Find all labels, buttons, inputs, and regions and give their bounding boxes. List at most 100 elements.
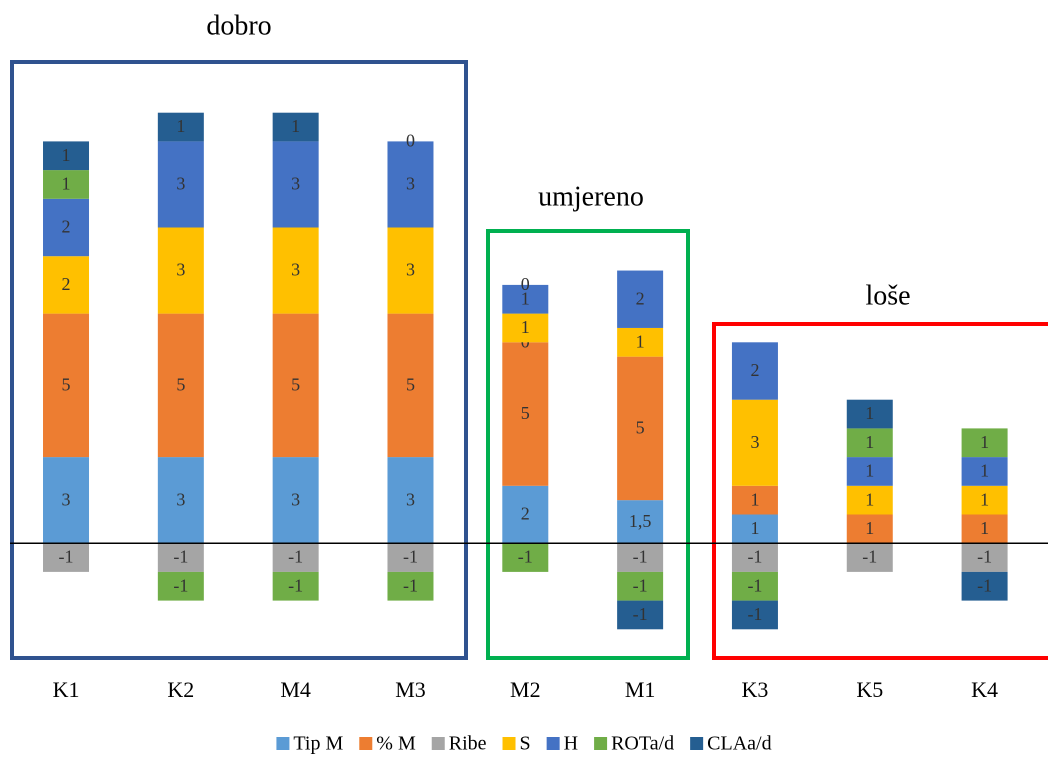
bar-segment xyxy=(43,313,90,458)
bar-segment xyxy=(961,428,1008,458)
value-label: 3 xyxy=(750,432,759,452)
value-label: 1 xyxy=(980,461,989,481)
value-label: 1 xyxy=(291,116,300,136)
bar-segment xyxy=(617,571,664,601)
legend-label: H xyxy=(564,733,578,755)
value-label: 3 xyxy=(291,260,300,280)
bar-segment xyxy=(846,485,893,515)
bar-segment xyxy=(502,543,549,572)
legend-swatch xyxy=(690,737,704,750)
bar-segment xyxy=(43,457,90,544)
value-label: 3 xyxy=(406,174,415,194)
value-label: 1 xyxy=(750,489,759,509)
bar-segment xyxy=(846,514,893,544)
bar-segment xyxy=(731,399,778,486)
value-label: -1 xyxy=(747,547,762,567)
value-label: 3 xyxy=(176,174,185,194)
bar-segment xyxy=(731,571,778,601)
value-label: 3 xyxy=(291,489,300,509)
bar-segment xyxy=(846,428,893,458)
value-label: -1 xyxy=(633,547,648,567)
bar-segment xyxy=(43,198,90,257)
legend-label: Tip M xyxy=(293,733,343,755)
value-label: 0 xyxy=(521,274,530,294)
x-tick-label: K3 xyxy=(741,677,768,702)
bar-segment xyxy=(731,514,778,544)
bar-segment xyxy=(272,112,319,142)
legend-swatch xyxy=(502,737,516,750)
value-label: 1 xyxy=(62,174,71,194)
value-label: -1 xyxy=(518,547,533,567)
bar-segment xyxy=(272,141,319,228)
bar-segment xyxy=(731,600,778,630)
x-tick-label: K1 xyxy=(53,677,80,702)
value-label: 1 xyxy=(521,317,530,337)
group-box xyxy=(486,229,690,660)
bar-segment xyxy=(157,227,204,314)
value-label: 1 xyxy=(865,518,874,538)
bar-segment xyxy=(272,457,319,544)
bar-segment xyxy=(731,543,778,572)
value-label: 1,5 xyxy=(629,511,652,531)
value-label: -1 xyxy=(633,575,648,595)
bar-segment xyxy=(43,543,90,572)
bar-segment xyxy=(43,170,90,199)
value-label: 3 xyxy=(176,489,185,509)
bar-segment xyxy=(157,457,204,544)
value-label: 1 xyxy=(865,403,874,423)
value-label: -1 xyxy=(747,604,762,624)
value-label: -1 xyxy=(173,547,188,567)
bar-segment xyxy=(617,543,664,572)
x-tick-label: M2 xyxy=(510,677,541,702)
value-label: 5 xyxy=(636,418,645,438)
value-label: 2 xyxy=(521,504,530,524)
value-label: 1 xyxy=(636,331,645,351)
legend-label: % M xyxy=(376,733,416,755)
bar-segment xyxy=(846,543,893,572)
bar-segment xyxy=(272,313,319,458)
bar-segment xyxy=(617,500,664,544)
group-box xyxy=(10,60,468,660)
bar-segment xyxy=(617,356,664,501)
value-label: 1 xyxy=(865,432,874,452)
value-label: 3 xyxy=(406,260,415,280)
bar-segment xyxy=(731,485,778,515)
x-tick-label: M3 xyxy=(395,677,426,702)
group-label: loše xyxy=(865,280,910,311)
bar-segment xyxy=(387,141,434,228)
value-label: 2 xyxy=(62,274,71,294)
bar-segment xyxy=(617,270,664,328)
bar-segment xyxy=(961,571,1008,601)
bar-segment xyxy=(157,112,204,142)
bar-segment xyxy=(387,571,434,601)
bar-segment xyxy=(961,485,1008,515)
value-label: 1 xyxy=(176,116,185,136)
bar-segment xyxy=(502,313,549,343)
bar-segment xyxy=(961,514,1008,544)
group-box xyxy=(712,322,1048,660)
bar-segment xyxy=(387,313,434,458)
legend-swatch xyxy=(546,737,560,750)
bar-segment xyxy=(387,543,434,572)
bar-segment xyxy=(157,543,204,572)
value-label: -1 xyxy=(977,575,992,595)
x-tick-label: M1 xyxy=(625,677,656,702)
value-label: 3 xyxy=(62,489,71,509)
x-tick-label: K5 xyxy=(856,677,883,702)
bar-segment xyxy=(846,457,893,486)
value-label: 3 xyxy=(291,174,300,194)
bar-segment xyxy=(502,342,549,486)
bar-segment xyxy=(617,327,664,357)
value-label: 0 xyxy=(406,131,415,151)
bar-segment xyxy=(961,543,1008,572)
bar-segment xyxy=(157,141,204,228)
bar-segment xyxy=(43,256,90,314)
bar-segment xyxy=(157,571,204,601)
value-label: 1 xyxy=(521,288,530,308)
bar-segment xyxy=(502,485,549,544)
value-label: -1 xyxy=(747,575,762,595)
group-label: dobro xyxy=(206,10,271,41)
value-label: -1 xyxy=(59,547,74,567)
value-label: 1 xyxy=(62,145,71,165)
bar-segment xyxy=(387,457,434,544)
